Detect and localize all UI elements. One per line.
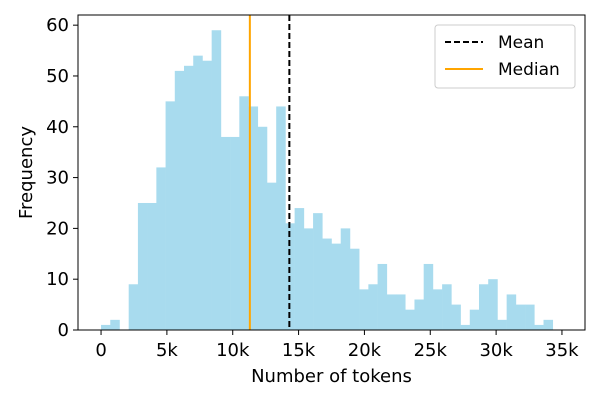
histogram-bar [488, 279, 498, 330]
histogram-bar [156, 167, 166, 330]
histogram-bar [349, 248, 360, 330]
legend-mean-label: Mean [498, 33, 544, 53]
y-tick-label: 60 [46, 15, 69, 36]
reference-lines [248, 15, 291, 330]
histogram-bar [534, 324, 544, 330]
histogram-bar [211, 30, 222, 330]
bars-group [101, 30, 554, 331]
histogram-bar [174, 70, 185, 331]
histogram-bar [543, 319, 554, 330]
x-axis-ticks: 0 5k 10k 15k 20k 25k 30k 35k [95, 330, 579, 361]
histogram-bar [368, 284, 378, 330]
histogram-bar [460, 324, 471, 330]
histogram-bar [469, 309, 480, 330]
histogram-bar [257, 126, 268, 330]
histogram-bar [525, 304, 535, 330]
histogram-bar [202, 60, 212, 331]
histogram-bar [478, 284, 489, 330]
histogram-bar [340, 228, 351, 330]
x-tick-label: 15k [282, 340, 316, 361]
y-tick-label: 50 [46, 66, 69, 87]
histogram-bar [432, 289, 443, 330]
y-tick-label: 20 [46, 218, 69, 239]
x-axis-label: Number of tokens [251, 366, 412, 387]
x-tick-label: 5k [156, 340, 178, 361]
histogram-bar [451, 304, 461, 330]
histogram-bar [266, 182, 277, 330]
histogram-bar [497, 319, 507, 330]
histogram-bar [128, 284, 139, 330]
histogram-bar [193, 55, 203, 330]
histogram-bar [423, 263, 434, 330]
y-axis-label: Frequency [16, 126, 37, 219]
x-tick-label: 25k [414, 340, 448, 361]
histogram-bar [515, 304, 526, 330]
histogram-bar [313, 213, 323, 330]
y-tick-label: 10 [46, 269, 69, 290]
histogram-bar [303, 228, 314, 330]
histogram-bar [414, 299, 424, 330]
x-tick-label: 10k [216, 340, 250, 361]
histogram-bar [442, 284, 452, 330]
histogram-bar [396, 294, 406, 330]
plot-frame [77, 14, 586, 331]
histogram-bar [220, 136, 231, 330]
histogram-bar [248, 106, 259, 330]
histogram-bar [506, 294, 517, 330]
y-axis-ticks: 0 10 20 30 40 50 60 [46, 15, 78, 341]
x-tick-label: 30k [479, 340, 513, 361]
histogram-bar [331, 243, 342, 330]
legend: Mean Median [434, 24, 576, 89]
x-tick-label: 20k [348, 340, 382, 361]
y-tick-label: 30 [46, 168, 69, 189]
histogram-bar [230, 136, 240, 330]
histogram-bar [137, 202, 148, 330]
y-tick-label: 40 [46, 117, 69, 138]
histogram-bar [184, 65, 194, 330]
legend-box [434, 24, 576, 89]
histogram-bar [359, 289, 369, 330]
x-tick-label: 35k [545, 340, 579, 361]
histogram-bar [101, 324, 111, 330]
histogram-bar [147, 202, 157, 330]
histogram-bar [165, 101, 176, 330]
histogram-bar [276, 106, 286, 330]
histogram-bar [294, 208, 305, 330]
histogram-bar [386, 294, 397, 330]
legend-median-label: Median [498, 60, 560, 80]
x-tick-label: 0 [95, 340, 106, 361]
histogram-bar [110, 319, 120, 330]
histogram-bar [377, 263, 388, 330]
histogram-bar [322, 238, 332, 330]
histogram-bar [239, 96, 249, 331]
histogram-bar [405, 309, 415, 330]
y-tick-label: 0 [58, 320, 69, 341]
